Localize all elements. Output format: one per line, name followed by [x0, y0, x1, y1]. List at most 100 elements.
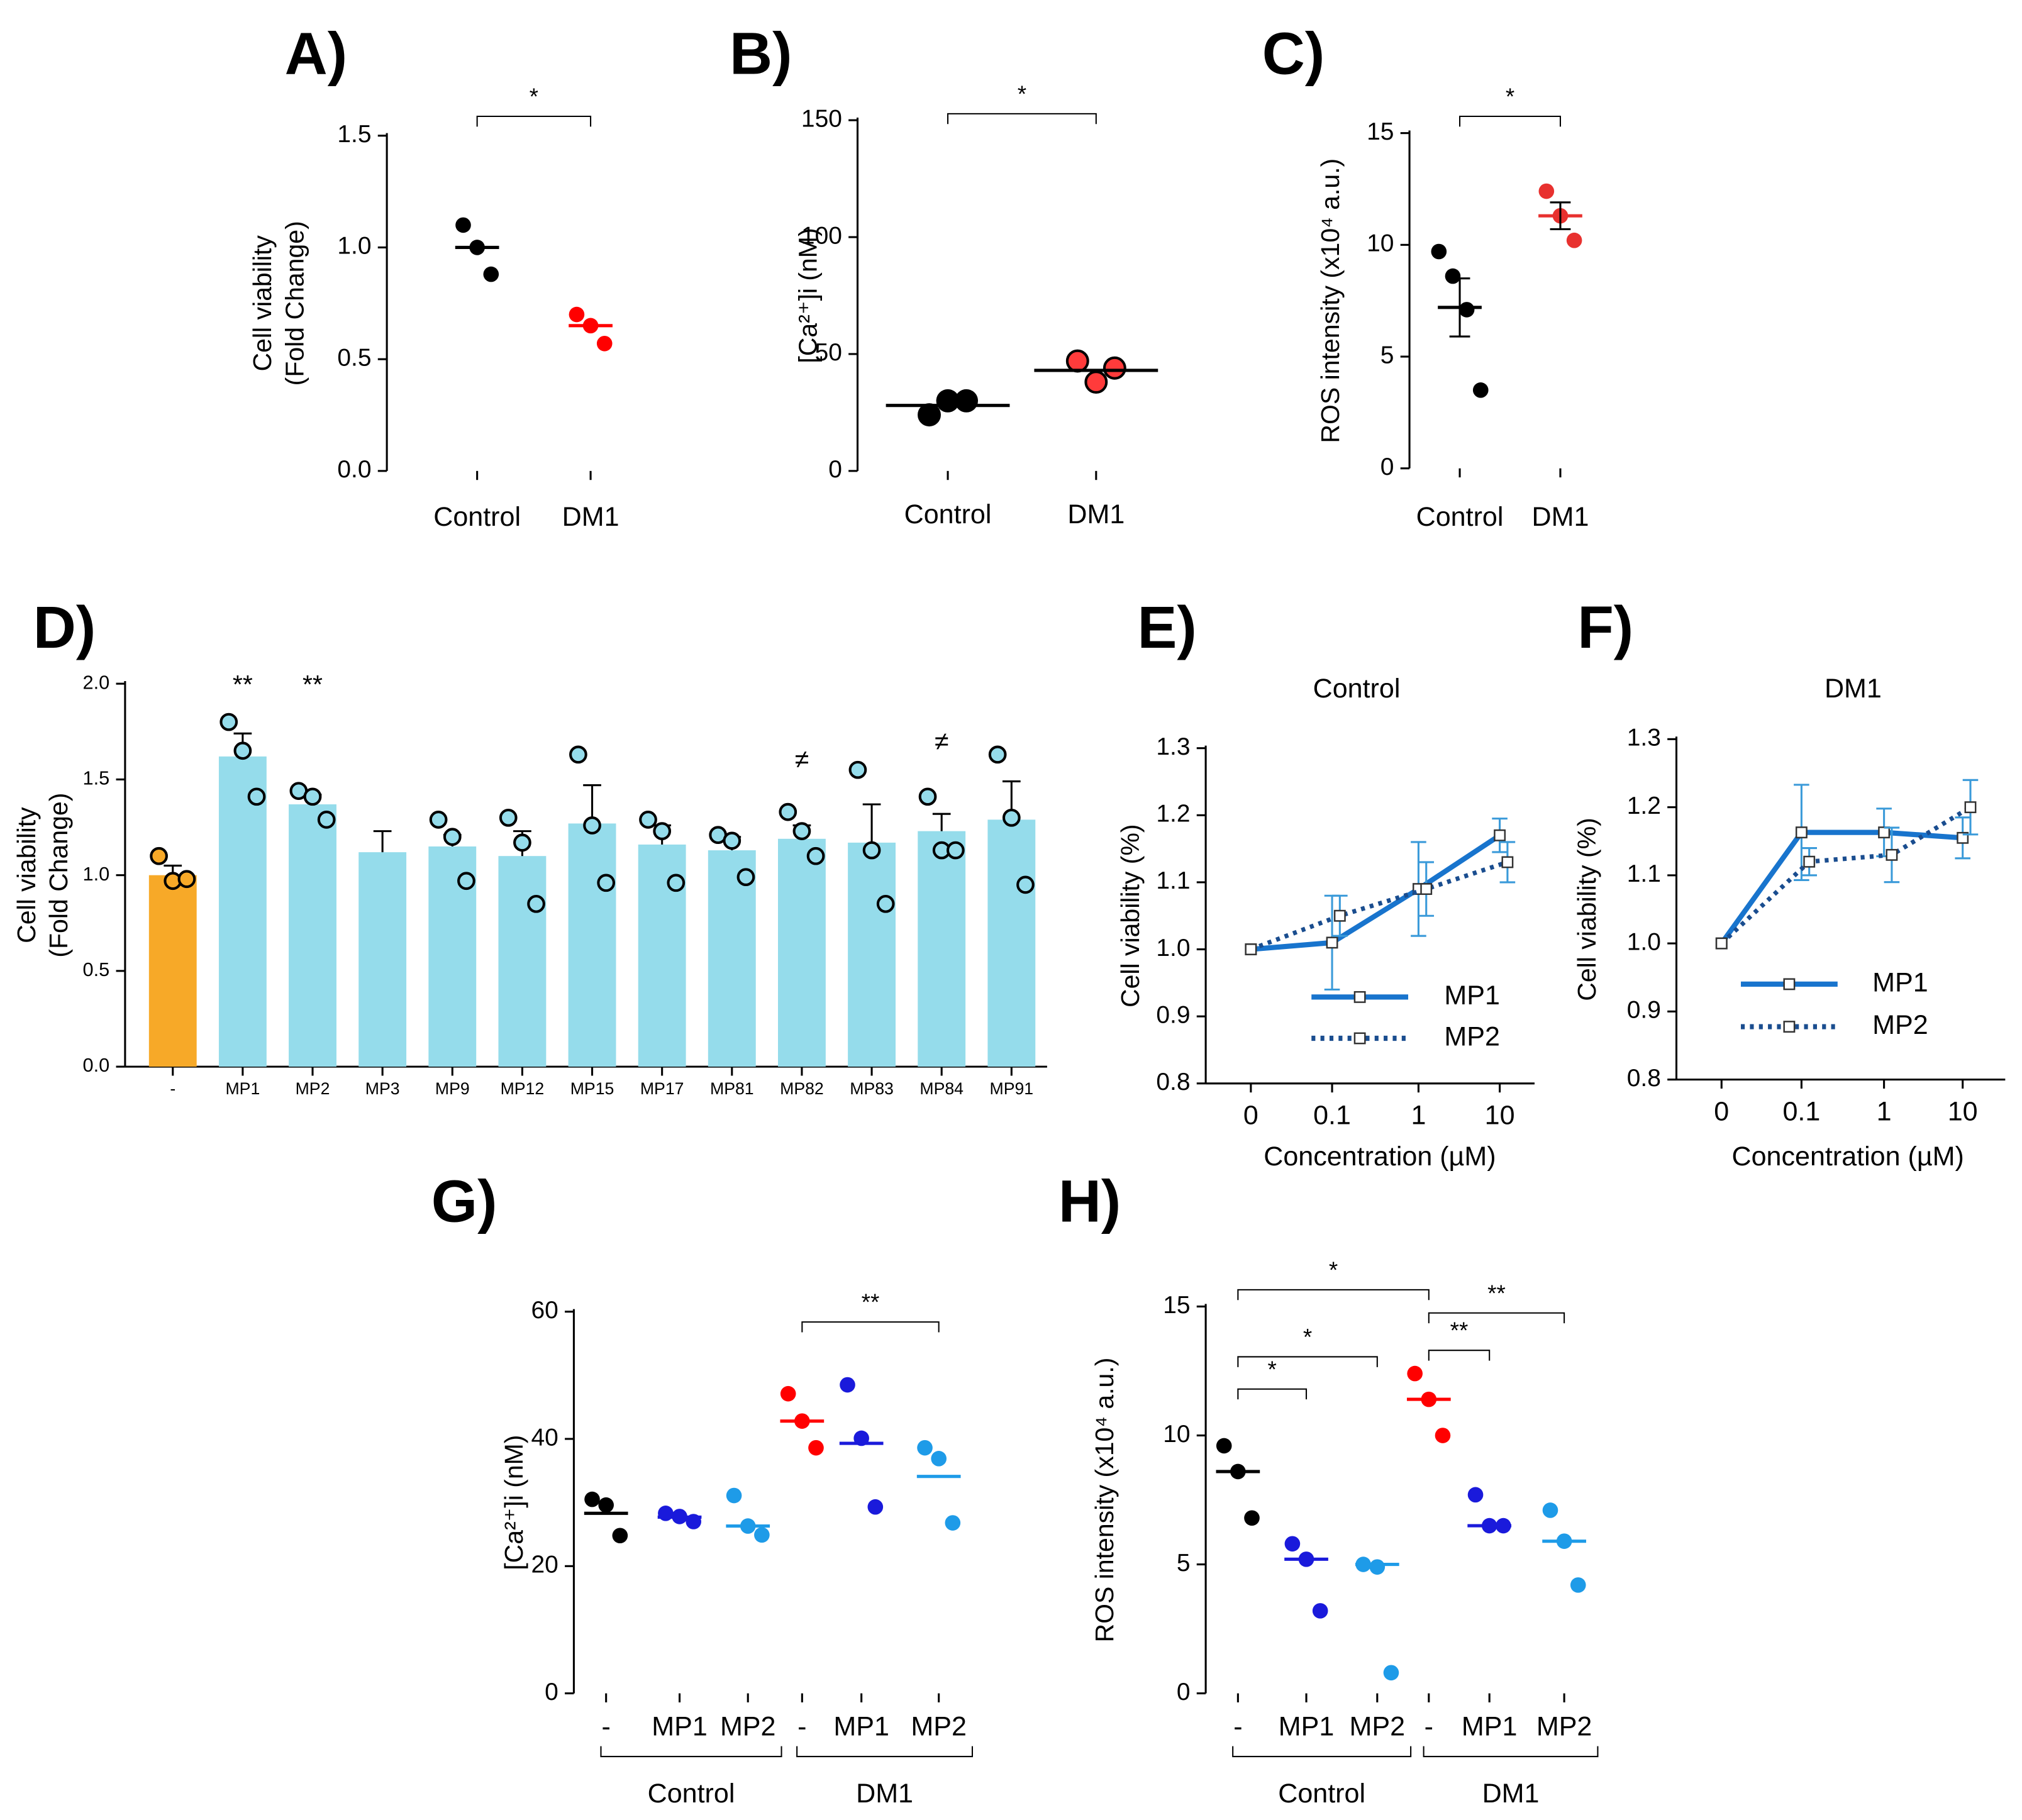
panel-title: D) [33, 594, 96, 660]
x-tick-label: MP9 [435, 1079, 470, 1098]
data-point [667, 874, 686, 892]
y-tick-label: 5 [1177, 1550, 1191, 1577]
panel-title: H) [1058, 1168, 1121, 1234]
bar [148, 875, 197, 1067]
x-tick-label: - [1233, 1711, 1242, 1741]
group-bracket [1423, 1746, 1599, 1758]
significance-bracket [1237, 1289, 1430, 1301]
y-tick-label: 0.0 [83, 1054, 110, 1076]
significance-label: ** [1450, 1318, 1469, 1343]
y-tick-label: 1.2 [1627, 792, 1661, 819]
data-point [840, 1377, 855, 1393]
marker [1715, 937, 1728, 950]
panel: A) Cell viability (Fold Change) 0.0 0.5 1.0 1.… [248, 21, 619, 532]
data-point [1084, 370, 1108, 394]
y-tick-label: 1.5 [337, 121, 371, 148]
x-tick-label: - [602, 1711, 611, 1741]
y-tick-label: 0.9 [1627, 997, 1661, 1024]
data-point [1467, 1487, 1484, 1503]
marker [1326, 936, 1338, 949]
x-tick-label: Control [1416, 502, 1504, 532]
y-axis-label: Cell viability (%) [1116, 824, 1145, 1007]
x-tick-label: MP83 [850, 1079, 894, 1098]
y-axis-label: ROS intensity (x10⁴ a.u.) [1316, 158, 1345, 443]
data-point [955, 389, 979, 413]
legend-label: MP2 [1872, 1010, 1928, 1040]
bar [987, 819, 1036, 1067]
data-point [455, 217, 471, 233]
marker [1333, 909, 1346, 922]
y-tick-label: 15 [1367, 118, 1394, 145]
data-point [1570, 1577, 1586, 1593]
data-point [429, 810, 448, 829]
data-point [1458, 302, 1475, 318]
x-axis-label: Concentration (µM) [1264, 1141, 1496, 1172]
y-tick-label: 0.5 [337, 344, 371, 371]
legend-label: MP1 [1872, 967, 1928, 997]
panel: E) Control Cell viability (%) 0.8 0.9 1.0 1.1 1… [1116, 594, 1535, 1172]
legend-label: MP2 [1444, 1021, 1500, 1051]
group-label: Control [1278, 1778, 1365, 1809]
group-label: DM1 [856, 1778, 913, 1809]
x-tick-label: MP82 [780, 1079, 824, 1098]
significance-label: * [1268, 1357, 1277, 1382]
data-point [583, 816, 601, 835]
data-point [1312, 1603, 1328, 1619]
bar [289, 804, 336, 1067]
data-point [443, 828, 462, 846]
data-point [1431, 243, 1447, 260]
annotation: ≠ [795, 745, 809, 774]
y-tick-label: 10 [1163, 1421, 1190, 1448]
y-tick-label: 0 [545, 1679, 558, 1706]
significance-label: ** [862, 1289, 880, 1315]
y-tick-label: 1.0 [337, 233, 371, 260]
data-point [779, 802, 797, 821]
y-axis-label: [Ca²⁺]i (nM) [793, 228, 822, 363]
y-tick-label: 1.1 [1627, 860, 1661, 887]
y-tick-label: 50 [815, 339, 842, 366]
data-point [639, 810, 657, 829]
significance-bracket [947, 113, 1097, 125]
y-axis-label: Cell viability (%) [1572, 818, 1601, 1001]
x-tick-label: 10 [1485, 1100, 1515, 1130]
data-point [754, 1527, 770, 1543]
data-point [1016, 875, 1035, 894]
group-label: Control [648, 1778, 735, 1809]
data-point [150, 846, 168, 865]
data-point [918, 403, 941, 427]
x-tick-label: MP84 [919, 1079, 964, 1098]
data-point [1369, 1559, 1386, 1575]
legend-label: MP1 [1444, 980, 1500, 1011]
x-tick-label: DM1 [1067, 499, 1125, 530]
x-tick-label: 0 [1714, 1096, 1729, 1126]
data-point [988, 745, 1007, 764]
y-axis-label: ROS intensity (x10⁴ a.u.) [1090, 1358, 1119, 1643]
y-tick-label: 60 [531, 1297, 558, 1324]
data-point [918, 787, 937, 806]
y-tick-label: 150 [801, 105, 842, 132]
panel: F) DM1 Cell viability (%) 0.8 0.9 1.0 1.1 1.2 1.… [1572, 594, 2006, 1172]
data-point [808, 1440, 824, 1456]
significance-bracket [1428, 1312, 1565, 1324]
y-tick-label: 1.0 [1156, 935, 1190, 962]
significance-label: * [1506, 84, 1514, 109]
data-point [1383, 1665, 1399, 1681]
x-tick-label: Control [433, 502, 521, 532]
x-tick-label: MP91 [990, 1079, 1034, 1098]
marker [1494, 829, 1506, 841]
data-point [1065, 349, 1089, 373]
y-tick-label: 1.3 [1627, 724, 1661, 752]
significance-bracket [1459, 115, 1561, 127]
panel: C) ROS intensity (x10⁴ a.u.) 0 5 10 15 Control… [1262, 21, 1589, 532]
x-tick-label: DM1 [562, 502, 619, 532]
marker [1420, 883, 1433, 896]
x-tick-label: MP2 [911, 1711, 967, 1741]
annotation: ** [233, 670, 253, 699]
bar [848, 842, 896, 1067]
panel-title: B) [730, 21, 792, 87]
marker [1878, 826, 1891, 839]
data-point [653, 822, 672, 840]
